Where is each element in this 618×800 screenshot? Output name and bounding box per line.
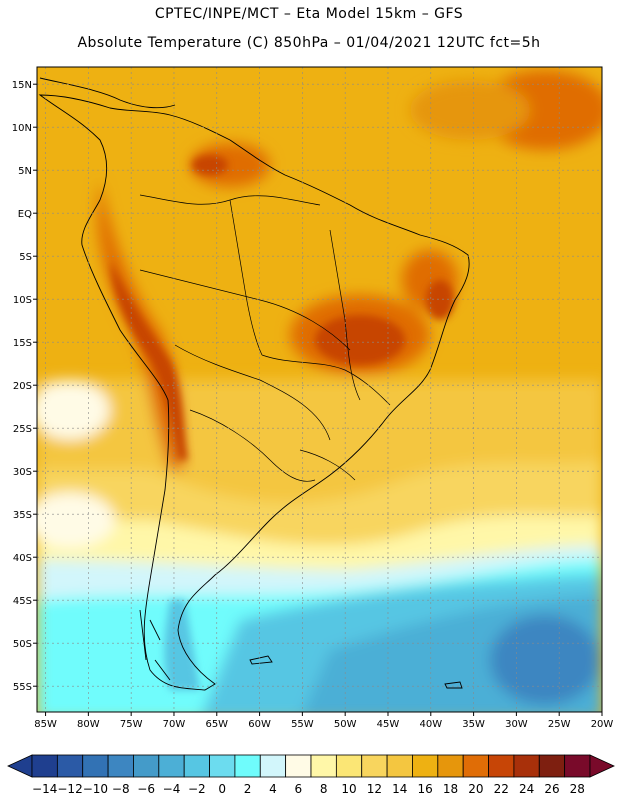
lon-tick-label: 65W — [205, 719, 228, 730]
lat-tick-label: 40S — [13, 553, 32, 564]
lon-tick-label: 35W — [462, 719, 485, 730]
lat-tick-label: 20S — [13, 381, 32, 392]
colorbar-swatch — [133, 754, 160, 778]
colorbar-label: 18 — [443, 782, 458, 796]
colorbar-swatch — [234, 754, 261, 778]
colorbar-label: 10 — [341, 782, 356, 796]
colorbar-swatch — [564, 754, 591, 778]
colorbar-label: −14 — [32, 782, 57, 796]
colorbar-swatch — [82, 754, 109, 778]
colorbar-low-arrow — [7, 754, 33, 778]
lat-tick-label: 25S — [13, 424, 32, 435]
lat-tick-label: 30S — [13, 467, 32, 478]
colorbar-swatch — [107, 754, 134, 778]
colorbar-swatch — [361, 754, 388, 778]
colorbar-swatch — [158, 754, 185, 778]
colorbar-swatch — [488, 754, 515, 778]
lon-tick-label: 50W — [334, 719, 357, 730]
lat-tick-label: EQ — [18, 209, 32, 220]
colorbar-label: 2 — [244, 782, 252, 796]
colorbar-label: 20 — [468, 782, 483, 796]
colorbar-high-arrow — [589, 754, 615, 778]
colorbar-label: −10 — [83, 782, 108, 796]
lon-tick-label: 60W — [248, 719, 271, 730]
lon-tick-label: 80W — [77, 719, 100, 730]
colorbar-swatch — [412, 754, 439, 778]
colorbar-label: 8 — [320, 782, 328, 796]
colorbar-swatch — [183, 754, 210, 778]
colorbar-swatch — [259, 754, 287, 778]
colorbar-label: −4 — [163, 782, 181, 796]
colorbar-swatch — [209, 754, 236, 778]
colorbar-swatch — [437, 754, 464, 778]
colorbar-swatch — [31, 754, 58, 778]
lon-tick-label: 75W — [120, 719, 143, 730]
colorbar-label: −12 — [57, 782, 82, 796]
colorbar-label: 6 — [294, 782, 302, 796]
colorbar-swatch — [386, 754, 413, 778]
colorbar-label: −6 — [137, 782, 155, 796]
lon-tick-label: 20W — [591, 719, 614, 730]
coastlines — [38, 77, 470, 691]
lat-tick-label: 35S — [13, 510, 32, 521]
lat-tick-label: 15S — [13, 338, 32, 349]
lon-tick-label: 55W — [291, 719, 314, 730]
lat-tick-label: 50S — [13, 639, 32, 650]
colorbar: −14 −12 −10 −8 −6 −4 −2 0 2 4 6 8 10 12 14 16 18 20 22 24 26… — [7, 754, 615, 796]
colorbar-swatch — [285, 754, 312, 778]
colorbar-label: 12 — [367, 782, 382, 796]
colorbar-label: 4 — [269, 782, 277, 796]
lat-tick-label: 10N — [12, 123, 32, 134]
lat-tick-label: 10S — [13, 295, 32, 306]
lon-tick-label: 25W — [548, 719, 571, 730]
country-borders — [139, 194, 391, 482]
lon-tick-label: 40W — [419, 719, 442, 730]
colorbar-swatch — [335, 754, 363, 778]
lat-tick-label: 45S — [13, 596, 32, 607]
colorbar-swatch — [513, 754, 540, 778]
colorbar-label: −8 — [112, 782, 130, 796]
lat-tick-label: 55S — [13, 682, 32, 693]
lat-tick-label: 15N — [12, 80, 32, 91]
colorbar-label: 16 — [417, 782, 432, 796]
lat-tick-label: 5S — [19, 252, 32, 263]
colorbar-label: 22 — [494, 782, 509, 796]
colorbar-label: 14 — [392, 782, 407, 796]
lon-tick-label: 45W — [377, 719, 400, 730]
lon-tick-label: 70W — [163, 719, 186, 730]
colorbar-swatch — [538, 754, 566, 778]
colorbar-label: 0 — [218, 782, 226, 796]
colorbar-swatch — [462, 754, 489, 778]
temperature-field — [37, 67, 602, 712]
title-line-1: CPTEC/INPE/MCT – Eta Model 15km – GFS — [154, 6, 464, 22]
longitude-ticks: 85W 80W 75W 70W 65W 60W 55W 50W 45W 40W 35W 30W 25W 2… — [34, 712, 613, 730]
map-frame — [36, 66, 603, 713]
colorbar-label: −2 — [188, 782, 206, 796]
lat-tick-label: 5N — [18, 166, 32, 177]
lon-tick-label: 85W — [34, 719, 57, 730]
title-line-2: Absolute Temperature (C) 850hPa – 01/04/… — [77, 35, 541, 51]
colorbar-swatch — [56, 754, 84, 778]
colorbar-swatch — [310, 754, 337, 778]
colorbar-label: 26 — [544, 782, 559, 796]
colorbar-label: 24 — [519, 782, 534, 796]
lon-tick-label: 30W — [505, 719, 528, 730]
latitude-ticks: 15N 10N 5N EQ 5S 10S 15S 20S 25S 30S 35S 40S 45S 50S 5… — [12, 80, 37, 693]
graticule — [37, 67, 602, 712]
colorbar-label: 28 — [570, 782, 585, 796]
